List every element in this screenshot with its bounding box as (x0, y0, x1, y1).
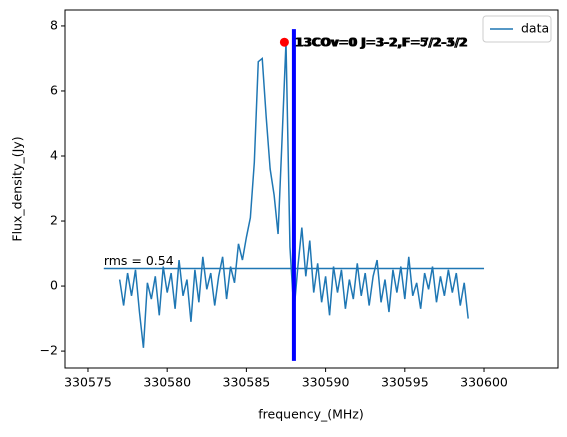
x-tick-label: 330580 (143, 375, 191, 390)
x-tick-label: 330600 (460, 375, 508, 390)
y-axis-label: Flux_density_(Jy) (10, 136, 25, 241)
axes-frame (64, 9, 559, 369)
y-tick-label: −2 (40, 343, 58, 358)
x-tick-label: 330585 (223, 375, 271, 390)
y-tick-label: 2 (50, 213, 58, 228)
x-tick-label: 330595 (381, 375, 429, 390)
y-tick-label: 8 (50, 17, 58, 32)
rms-label: rms = 0.54 (104, 253, 174, 268)
peak-marker (279, 37, 289, 47)
x-axis-label: frequency_(MHz) (258, 407, 363, 422)
x-tick-label: 330590 (302, 375, 350, 390)
line-annotation: 13COv=0 J=3-2,F=7/2-5/2 (296, 36, 468, 50)
legend-label: data (521, 21, 549, 36)
line-annotation: 13COv=0 J=3-2,F=5/2-3/2 (294, 36, 466, 50)
y-tick-label: 0 (50, 278, 58, 293)
y-tick-label: 4 (50, 147, 58, 162)
x-tick-label: 330575 (64, 375, 112, 390)
y-tick-label: 6 (50, 82, 58, 97)
legend-box (482, 15, 552, 43)
